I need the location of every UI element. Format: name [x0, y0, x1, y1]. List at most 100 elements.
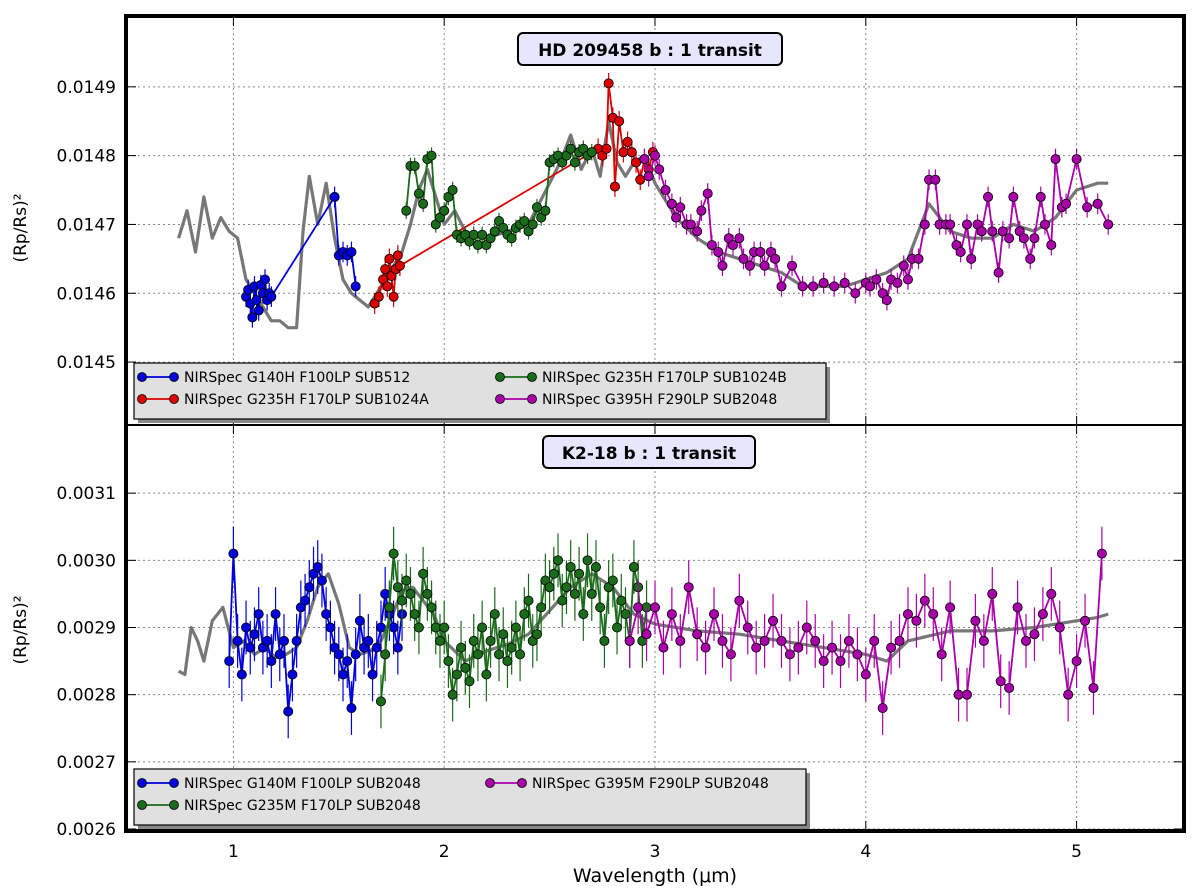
data-point: [1096, 548, 1107, 559]
data-point: [1071, 154, 1082, 165]
data-point: [291, 635, 302, 646]
data-point: [759, 635, 770, 646]
data-point: [489, 226, 500, 237]
data-point: [413, 188, 424, 199]
data-point: [468, 229, 479, 240]
data-point: [439, 205, 450, 216]
data-point: [232, 635, 243, 646]
y-ticks-top: 0.0145 0.0146 0.0147 0.0148 0.0149: [57, 78, 1182, 373]
data-point: [666, 609, 677, 620]
data-point: [371, 642, 382, 653]
data-point: [502, 656, 513, 667]
y-tick-label: 0.0145: [57, 353, 116, 373]
data-point: [612, 622, 623, 633]
data-point: [902, 274, 913, 285]
data-point: [460, 662, 471, 673]
data-point: [540, 205, 551, 216]
data-point: [976, 226, 987, 237]
data-point: [987, 588, 998, 599]
data-point: [397, 595, 408, 606]
data-point: [1037, 609, 1048, 620]
data-point: [643, 171, 654, 182]
data-point: [346, 703, 357, 714]
legend-marker: [169, 394, 179, 404]
data-point: [481, 669, 492, 680]
data-point: [631, 157, 642, 168]
y-axis-label-bottom: (Rp/Rs)²: [11, 595, 31, 664]
data-point: [249, 629, 260, 640]
legend-label: NIRSpec G395H F290LP SUB2048: [542, 392, 777, 408]
data-point: [375, 622, 386, 633]
data-point: [553, 555, 564, 566]
data-point: [312, 562, 323, 573]
data-point: [913, 253, 924, 264]
data-point: [304, 582, 315, 593]
data-point: [626, 147, 637, 158]
legend-marker: [137, 778, 147, 788]
data-point: [283, 706, 294, 717]
data-point: [338, 669, 349, 680]
data-point: [477, 622, 488, 633]
legend-marker: [527, 372, 537, 382]
data-point: [961, 689, 972, 700]
data-point: [877, 703, 888, 714]
data-point: [843, 635, 854, 646]
legend-marker: [169, 800, 179, 810]
data-point: [881, 295, 892, 306]
data-point: [394, 260, 405, 271]
data-point: [671, 212, 682, 223]
data-point: [489, 609, 500, 620]
data-point: [380, 649, 391, 660]
data-point: [363, 635, 374, 646]
data-point: [586, 588, 597, 599]
data-point: [464, 676, 475, 687]
data-point: [898, 260, 909, 271]
series-3: [401, 140, 597, 254]
data-point: [565, 562, 576, 573]
data-point: [717, 635, 728, 646]
data-point: [871, 274, 882, 285]
data-point: [1071, 656, 1082, 667]
data-point: [801, 622, 812, 633]
data-point: [953, 689, 964, 700]
data-point: [262, 635, 273, 646]
data-point: [1029, 233, 1040, 244]
data-point: [266, 656, 277, 667]
chart-title-top: HD 209458 b : 1 transit: [517, 32, 783, 66]
legend-marker: [517, 778, 527, 788]
data-point: [586, 147, 597, 158]
data-point: [388, 291, 399, 302]
data-point: [405, 588, 416, 599]
data-point: [409, 160, 420, 171]
data-point: [860, 669, 871, 680]
data-point: [1029, 629, 1040, 640]
data-point: [536, 602, 547, 613]
data-point: [603, 78, 614, 89]
data-point: [683, 582, 694, 593]
data-point: [270, 609, 281, 620]
data-point: [485, 635, 496, 646]
legend-box: [133, 362, 827, 420]
data-point: [316, 575, 327, 586]
chart-title-bottom: K2-18 b : 1 transit: [542, 435, 756, 469]
data-point: [245, 642, 256, 653]
data-point: [574, 568, 585, 579]
data-point: [354, 615, 365, 626]
legend-marker: [495, 372, 505, 382]
series-4: [639, 145, 1114, 311]
legend-marker: [495, 394, 505, 404]
data-point: [734, 233, 745, 244]
data-point: [620, 609, 631, 620]
legend-marker: [485, 778, 495, 788]
legend-label: NIRSpec G140H F100LP SUB512: [184, 370, 410, 386]
data-point: [744, 260, 755, 271]
legend-top: NIRSpec G140H F100LP SUB512 NIRSpec G235H…: [133, 362, 830, 423]
data-point: [510, 622, 521, 633]
data-point: [987, 226, 998, 237]
data-point: [633, 602, 644, 613]
data-point: [413, 622, 424, 633]
data-point: [902, 609, 913, 620]
data-point: [392, 642, 403, 653]
legend-label: NIRSpec G140M F100LP SUB2048: [184, 776, 421, 792]
